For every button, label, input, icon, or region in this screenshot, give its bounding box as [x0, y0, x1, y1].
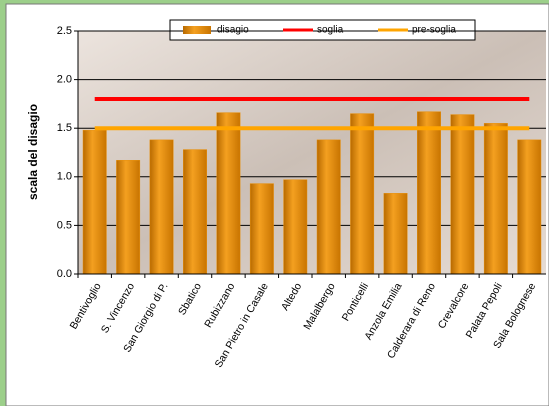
- bar: [350, 113, 375, 275]
- bar: [283, 179, 308, 275]
- bar: [183, 149, 207, 275]
- y-axis-label: scala del disagio: [26, 104, 40, 200]
- legend-swatch: [183, 26, 211, 34]
- bar: [450, 114, 475, 275]
- legend: [169, 19, 476, 41]
- legend-label: pre-soglia: [412, 25, 456, 36]
- plot-area: [78, 31, 546, 274]
- bar: [517, 139, 542, 275]
- legend-label: soglia: [317, 25, 344, 36]
- bar: [249, 183, 274, 275]
- bar: [316, 139, 341, 275]
- bar: [417, 111, 441, 275]
- bar: [82, 129, 107, 275]
- bar: [149, 139, 174, 275]
- bar: [216, 112, 241, 275]
- y-tick-label: 2.5: [57, 25, 72, 37]
- y-tick-label: 0.0: [57, 268, 72, 280]
- bar: [116, 160, 141, 275]
- bar: [483, 123, 508, 275]
- y-tick-label: 1.5: [57, 122, 72, 134]
- y-tick-label: 2.0: [57, 74, 72, 86]
- bar: [383, 193, 408, 275]
- y-tick-label: 1.0: [57, 171, 72, 183]
- y-tick-label: 0.5: [57, 219, 72, 231]
- legend-label: disagio: [217, 25, 249, 36]
